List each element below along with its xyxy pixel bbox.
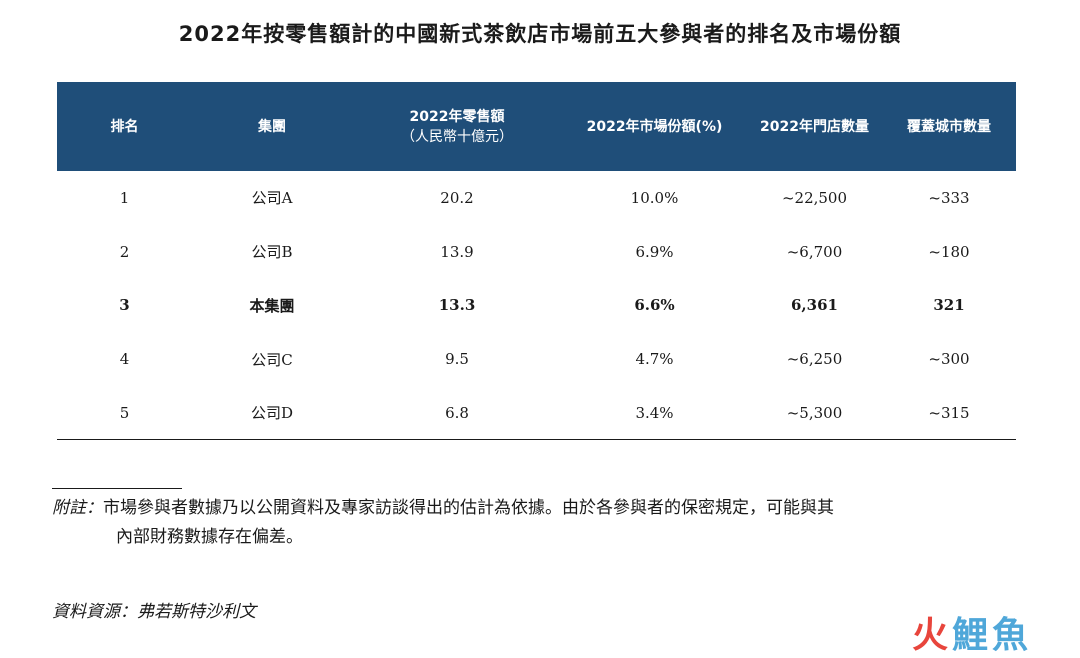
header-rank: 排名 [110,118,139,135]
header-sales-line1: 2022年零售額 [409,108,505,125]
cell-group: 公司B [251,243,293,262]
cell-sales: 6.8 [352,386,562,441]
cell-cities: ~315 [882,386,1016,441]
note-divider [52,488,182,489]
cell-stores: ~6,700 [786,242,843,261]
footnote-line2: 內部財務數據存在偏差。 [116,527,303,547]
footnote-line1: 附註：市場參與者數據乃以公開資料及專家訪談得出的估計為依據。由於各參與者的保密規… [52,494,1042,523]
cell-share: 10.0% [630,188,679,207]
cell-group: 公司D [192,386,352,441]
cell-share: 3.4% [562,386,747,441]
footnote-label: 附註： [52,498,103,518]
cell-rank: 3 [119,296,130,315]
watermark-char-3: 魚 [992,615,1033,656]
page-title: 2022年按零售額計的中國新式茶飲店市場前五大參與者的排名及市場份額 [178,22,902,46]
watermark-logo: 火鯉魚 [912,606,1062,656]
header-sales-line2: （人民幣十億元） [401,128,513,145]
table-row: 2 公司B 13.9 6.9% ~6,700 ~180 [57,225,1016,279]
cell-sales: 13.3 [438,296,476,315]
header-share: 2022年市場份額(%) [586,118,723,135]
cell-group: 公司A [251,189,293,208]
table-row: 5 公司D 6.8 3.4% ~5,300 ~315 [57,386,1016,441]
header-cities: 覆蓋城市數量 [907,118,991,135]
header-group: 集團 [258,118,286,135]
cell-stores: ~5,300 [747,386,882,441]
footnote-text1: 市場參與者數據乃以公開資料及專家訪談得出的估計為依據。由於各參與者的保密規定，可… [103,498,834,518]
header-sales: 2022年零售額 （人民幣十億元） [352,82,562,171]
cell-sales: 20.2 [440,188,474,207]
cell-rank: 1 [119,188,130,207]
cell-stores: ~22,500 [781,188,848,207]
cell-stores: ~6,250 [786,350,843,369]
cell-group: 本集團 [249,296,295,315]
cell-rank: 5 [57,386,192,441]
header-stores: 2022年門店數量 [760,118,869,135]
cell-rank: 2 [119,242,130,261]
table-row: 1 公司A 20.2 10.0% ~22,500 ~333 [57,171,1016,225]
watermark-char-1: 火 [912,615,953,656]
market-share-table: 排名 集團 2022年零售額 （人民幣十億元） 2022年市場份額(%) 202… [57,82,1016,441]
cell-cities: ~300 [928,350,970,369]
cell-rank: 4 [119,350,130,369]
cell-sales: 13.9 [440,242,474,261]
table-header-row: 排名 集團 2022年零售額 （人民幣十億元） 2022年市場份額(%) 202… [57,82,1016,171]
cell-cities: ~333 [928,188,970,207]
cell-cities: ~180 [928,242,970,261]
cell-cities: 321 [933,296,965,315]
cell-share: 6.9% [635,242,674,261]
cell-group: 公司C [251,350,293,369]
table-row: 3 本集團 13.3 6.6% 6,361 321 [57,279,1016,333]
table-row: 4 公司C 9.5 4.7% ~6,250 ~300 [57,332,1016,386]
footnote: 附註：市場參與者數據乃以公開資料及專家訪談得出的估計為依據。由於各參與者的保密規… [52,494,1042,552]
cell-stores: 6,361 [791,296,838,315]
cell-sales: 9.5 [445,350,469,369]
cell-share: 6.6% [634,296,675,315]
source-note: 資料資源：弗若斯特沙利文 [52,602,256,622]
watermark-char-2: 鯉 [952,615,993,656]
cell-share: 4.7% [635,350,674,369]
